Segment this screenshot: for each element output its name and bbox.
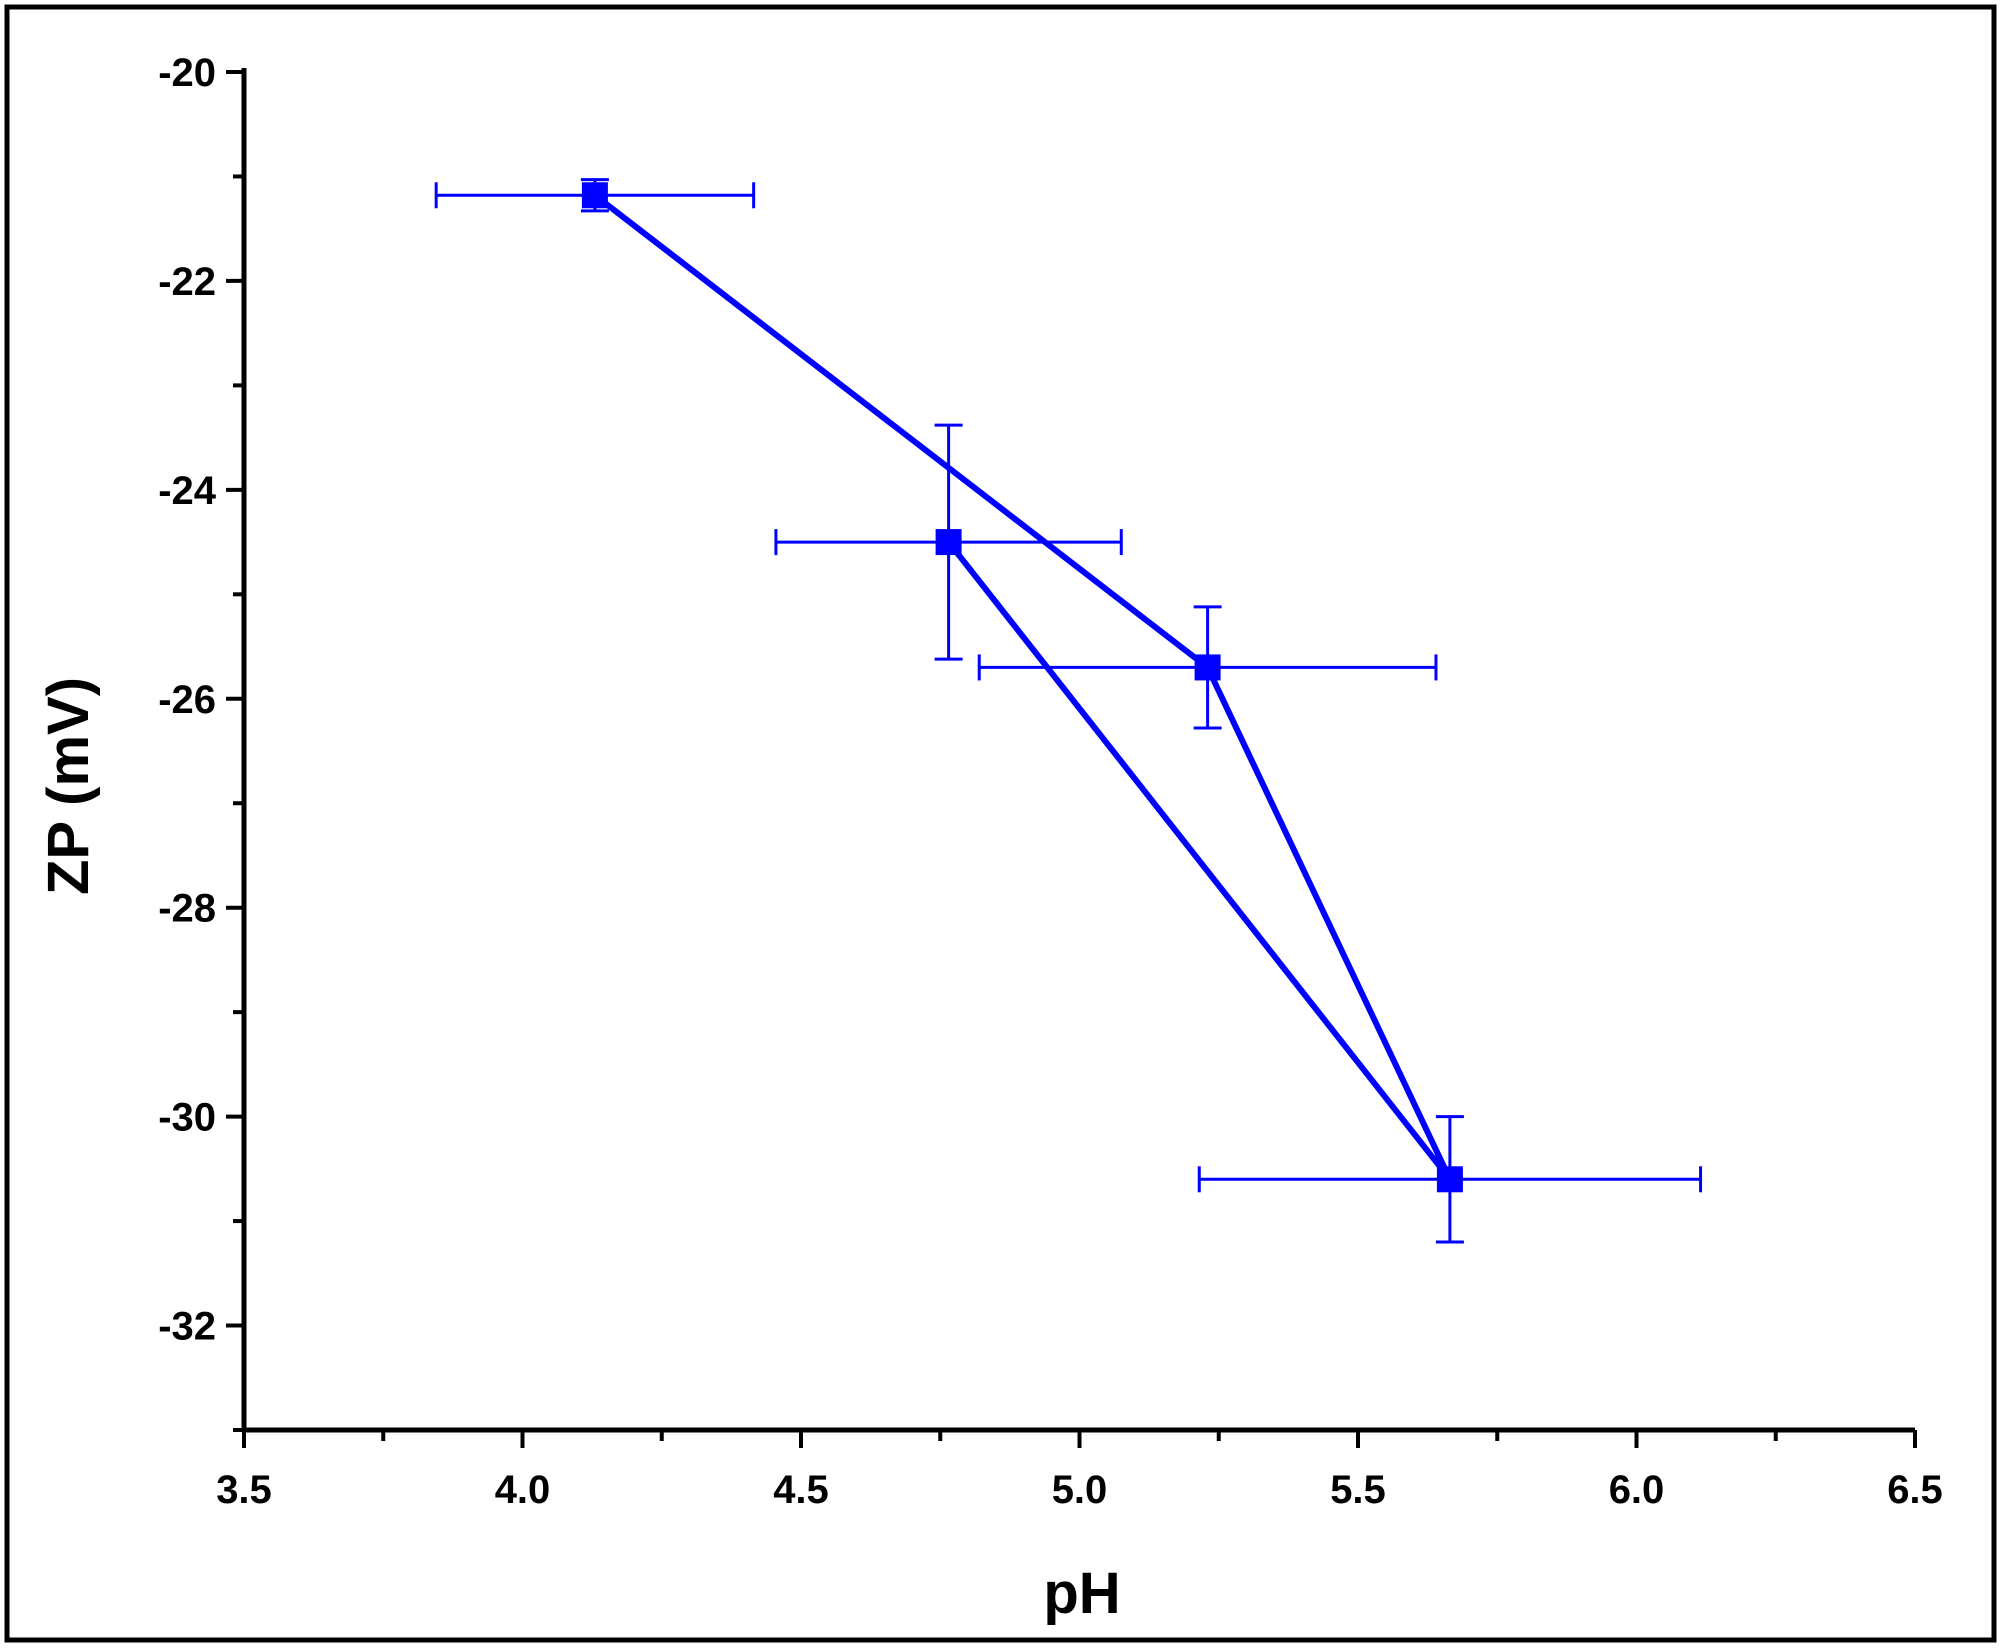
y-tick-label: -30 [158, 1096, 216, 1140]
y-tick-label: -28 [158, 887, 216, 931]
y-axis-ticks: -20 -22 -24 -26 -28 -30 -32 [158, 51, 244, 1432]
y-tick-label: -22 [158, 260, 216, 304]
x-axis-ticks: 3.5 4.0 4.5 5.0 5.5 6.0 6.5 [216, 1430, 1943, 1512]
x-axis-title: pH [1043, 1561, 1120, 1626]
data-point-marker [1194, 654, 1221, 681]
y-tick-label: -32 [158, 1305, 216, 1349]
data-point-marker [581, 182, 608, 209]
x-tick-label: 4.0 [495, 1468, 551, 1512]
series-layer [434, 178, 1703, 1244]
y-tick-label: -20 [158, 51, 216, 95]
x-tick-label: 6.0 [1609, 1468, 1665, 1512]
data-point-marker [1436, 1166, 1463, 1193]
x-tick-label: 5.5 [1330, 1468, 1386, 1512]
y-axis-title: ZP (mV) [36, 677, 101, 895]
y-tick-label: -24 [158, 469, 217, 513]
x-tick-label: 6.5 [1887, 1468, 1943, 1512]
x-tick-label: 4.5 [773, 1468, 829, 1512]
y-tick-label: -26 [158, 678, 216, 722]
series-line [593, 192, 1453, 1182]
outer-border [4, 4, 1997, 1643]
data-point-marker [935, 529, 962, 556]
x-tick-label: 5.0 [1052, 1468, 1108, 1512]
x-tick-label: 3.5 [216, 1468, 272, 1512]
